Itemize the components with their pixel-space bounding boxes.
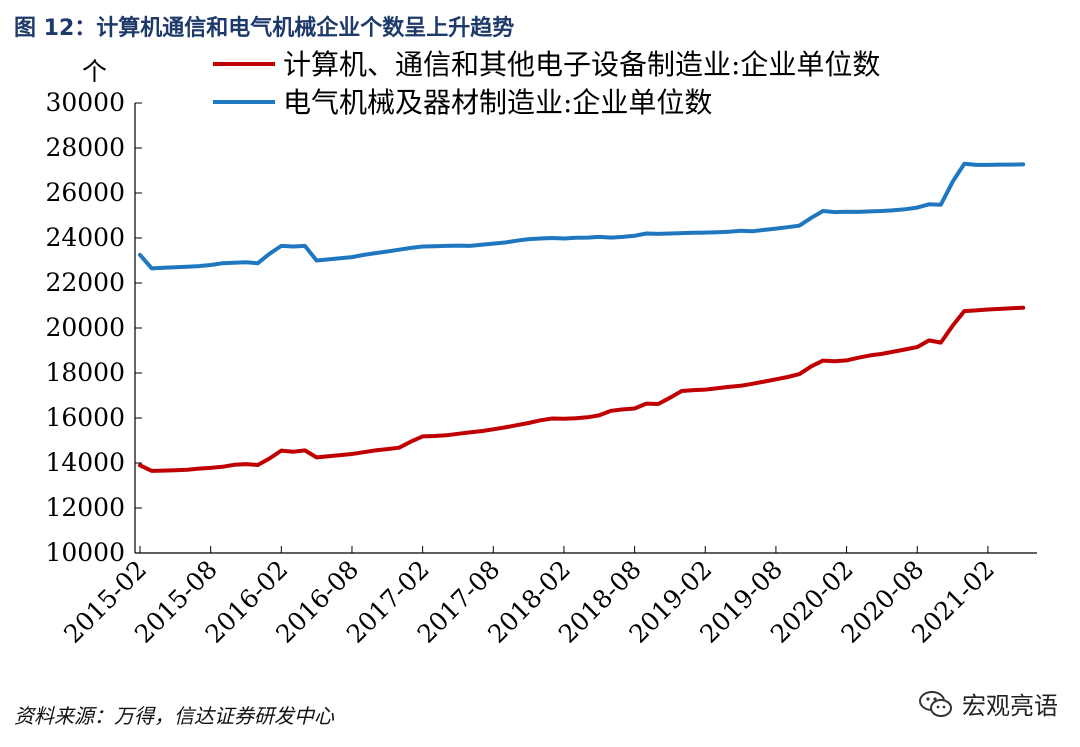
watermark: 宏观亮语 [918, 686, 1058, 721]
wechat-icon [919, 690, 952, 717]
y-tick-label: 26000 [45, 178, 125, 207]
chart-title: 图 12：计算机通信和电气机械企业个数呈上升趋势 [14, 16, 515, 41]
y-tick-label: 24000 [45, 223, 125, 252]
legend-label-1: 计算机、通信和其他电子设备制造业:企业单位数 [283, 48, 880, 81]
y-tick-label: 22000 [45, 268, 125, 297]
y-axis: 10000 12000 14000 16000 18000 20000 22000 24000… [45, 57, 142, 567]
y-tick-label: 12000 [45, 493, 125, 522]
y-tick-label: 18000 [45, 358, 125, 387]
y-tick-label: 30000 [45, 88, 125, 117]
y-tick-label: 10000 [45, 538, 125, 567]
y-tick-label: 20000 [45, 313, 125, 342]
source-note: 资料来源：万得，信达证券研发中心 [14, 704, 334, 728]
legend-label-2: 电气机械及器材制造业:企业单位数 [283, 86, 712, 119]
y-tick-label: 16000 [45, 403, 125, 432]
y-axis-unit: 个 [82, 57, 107, 86]
watermark-text: 宏观亮语 [962, 692, 1058, 720]
series-group [138, 161, 1026, 473]
series-line-1 [138, 305, 1026, 473]
y-tick-label: 28000 [45, 133, 125, 162]
x-axis: 2015-022015-082016-022016-082017-022017-… [58, 546, 1037, 649]
series-line-2 [138, 161, 1026, 271]
y-tick-label: 14000 [45, 448, 125, 477]
